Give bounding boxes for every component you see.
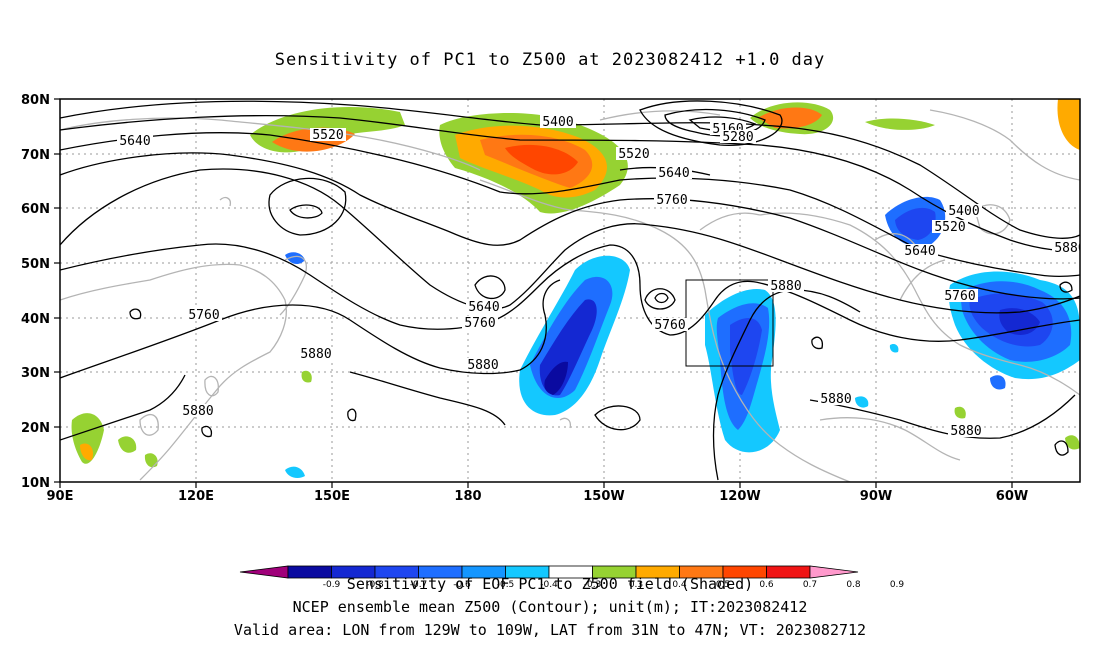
contour-label-bg xyxy=(768,279,804,292)
colorbar-tick-label: 0.3 xyxy=(629,580,643,590)
lat-label: 40N xyxy=(21,312,50,327)
contour-label-bg xyxy=(298,347,334,360)
coastlines xyxy=(60,109,1080,482)
contour-label-bg xyxy=(465,358,501,371)
contour-label: 5880 xyxy=(182,404,213,419)
contour-label: 5760 xyxy=(188,308,219,323)
contour-label-bg xyxy=(186,308,222,321)
contour-label: 5520 xyxy=(312,128,343,143)
contour-label: 5520 xyxy=(618,147,649,162)
contour-label: 5880 xyxy=(300,347,331,362)
contour-label: 5280 xyxy=(722,130,753,145)
contour-label-bg xyxy=(654,193,690,206)
colorbar: -0.9 -0.8 -0.7 -0.6 -0.5 -0.4 -0.3 0.3 0.4 0.5 0.6… xyxy=(239,565,905,590)
contour-label-bg xyxy=(616,147,652,160)
contour-label: 5760 xyxy=(656,193,687,208)
contour-label-bg xyxy=(652,318,688,331)
contour-label: 5640 xyxy=(904,244,935,259)
map-frame xyxy=(59,98,1081,483)
lon-label: 90E xyxy=(47,489,74,504)
colorbar-tick-label: -0.3 xyxy=(584,580,602,590)
colorbar-tick-label: -0.6 xyxy=(453,580,471,590)
colorbar-tick-label: 0.9 xyxy=(890,580,905,590)
lat-label: 80N xyxy=(21,93,50,108)
colorbar-tick-label: 0.6 xyxy=(759,580,774,590)
colorbar-end-right xyxy=(809,565,859,579)
contour-label: 5640 xyxy=(658,166,689,181)
lat-label: 60N xyxy=(21,202,50,217)
z500-contours xyxy=(60,100,1080,481)
contour-label-bg xyxy=(310,128,346,141)
contour-label-bg xyxy=(462,316,498,329)
contour-label: 5640 xyxy=(119,134,150,149)
colorbar-tick-label: 0.4 xyxy=(672,580,687,590)
lon-label: 180 xyxy=(454,489,481,504)
colorbar-tick-label: 0.8 xyxy=(846,580,861,590)
lon-label: 60W xyxy=(996,489,1028,504)
contour-label-bg xyxy=(540,115,576,128)
axis-ticks xyxy=(54,98,1013,488)
colorbar-tick-label: -0.4 xyxy=(540,580,558,590)
contour-label-bg xyxy=(720,130,756,143)
lat-label: 20N xyxy=(21,421,50,436)
contour-label: 5520 xyxy=(934,220,965,235)
contour-label: 5880 xyxy=(950,424,981,439)
contour-label-bg xyxy=(656,166,692,179)
contour-label: 5760 xyxy=(944,289,975,304)
lon-label: 120W xyxy=(719,489,760,504)
contour-label-bg xyxy=(117,134,153,147)
lat-label: 70N xyxy=(21,148,50,163)
lon-label: 150E xyxy=(314,489,350,504)
lat-label: 30N xyxy=(21,366,50,381)
colorbar-tick-label: 0.5 xyxy=(716,580,730,590)
lon-label: 90W xyxy=(860,489,892,504)
lat-label: 50N xyxy=(21,257,50,272)
contour-label-bg xyxy=(948,424,984,437)
contour-label: 5400 xyxy=(542,115,573,130)
contour-label: 5760 xyxy=(654,318,685,333)
chart-title: Sensitivity of PC1 to Z500 at 2023082412… xyxy=(274,50,826,70)
colorbar-tick-label: 0.7 xyxy=(803,580,817,590)
contour-label: 5640 xyxy=(468,300,499,315)
lon-label: 120E xyxy=(178,489,214,504)
contour-label-bg xyxy=(1052,241,1080,254)
contour-label: 5760 xyxy=(464,316,495,331)
contour-label: 5880 xyxy=(467,358,498,373)
lat-label: 10N xyxy=(21,476,50,491)
contour-label: 5400 xyxy=(948,204,979,219)
contour-label-bg xyxy=(818,392,854,405)
contour-label-bg xyxy=(942,289,978,302)
colorbar-tick-label: -0.7 xyxy=(410,580,428,590)
caption-shaded: Sensitivity of EOF PC1 to Z500 field (Sh… xyxy=(346,575,754,593)
contour-label-bg xyxy=(180,404,216,417)
colorbar-tick-label: -0.8 xyxy=(366,580,384,590)
caption-valid-area: Valid area: LON from 129W to 109W, LAT f… xyxy=(233,621,867,639)
contour-label: 5880 xyxy=(820,392,851,407)
contour-label: 5880 xyxy=(770,279,801,294)
axis-labels: 80N 70N 60N 50N 40N 30N 20N 10N 90E 120E… xyxy=(21,93,1028,504)
caption-contour: NCEP ensemble mean Z500 (Contour); unit(… xyxy=(292,598,808,616)
contour-label-bg xyxy=(946,204,982,217)
contour-label-bg xyxy=(902,244,938,257)
contour-label: 5880 xyxy=(1054,241,1085,256)
contour-label-bg xyxy=(932,220,968,233)
colorbar-tick-label: -0.5 xyxy=(497,580,515,590)
contour-label-bg xyxy=(466,300,502,313)
lon-label: 150W xyxy=(583,489,624,504)
colorbar-tick-label: -0.9 xyxy=(323,580,341,590)
